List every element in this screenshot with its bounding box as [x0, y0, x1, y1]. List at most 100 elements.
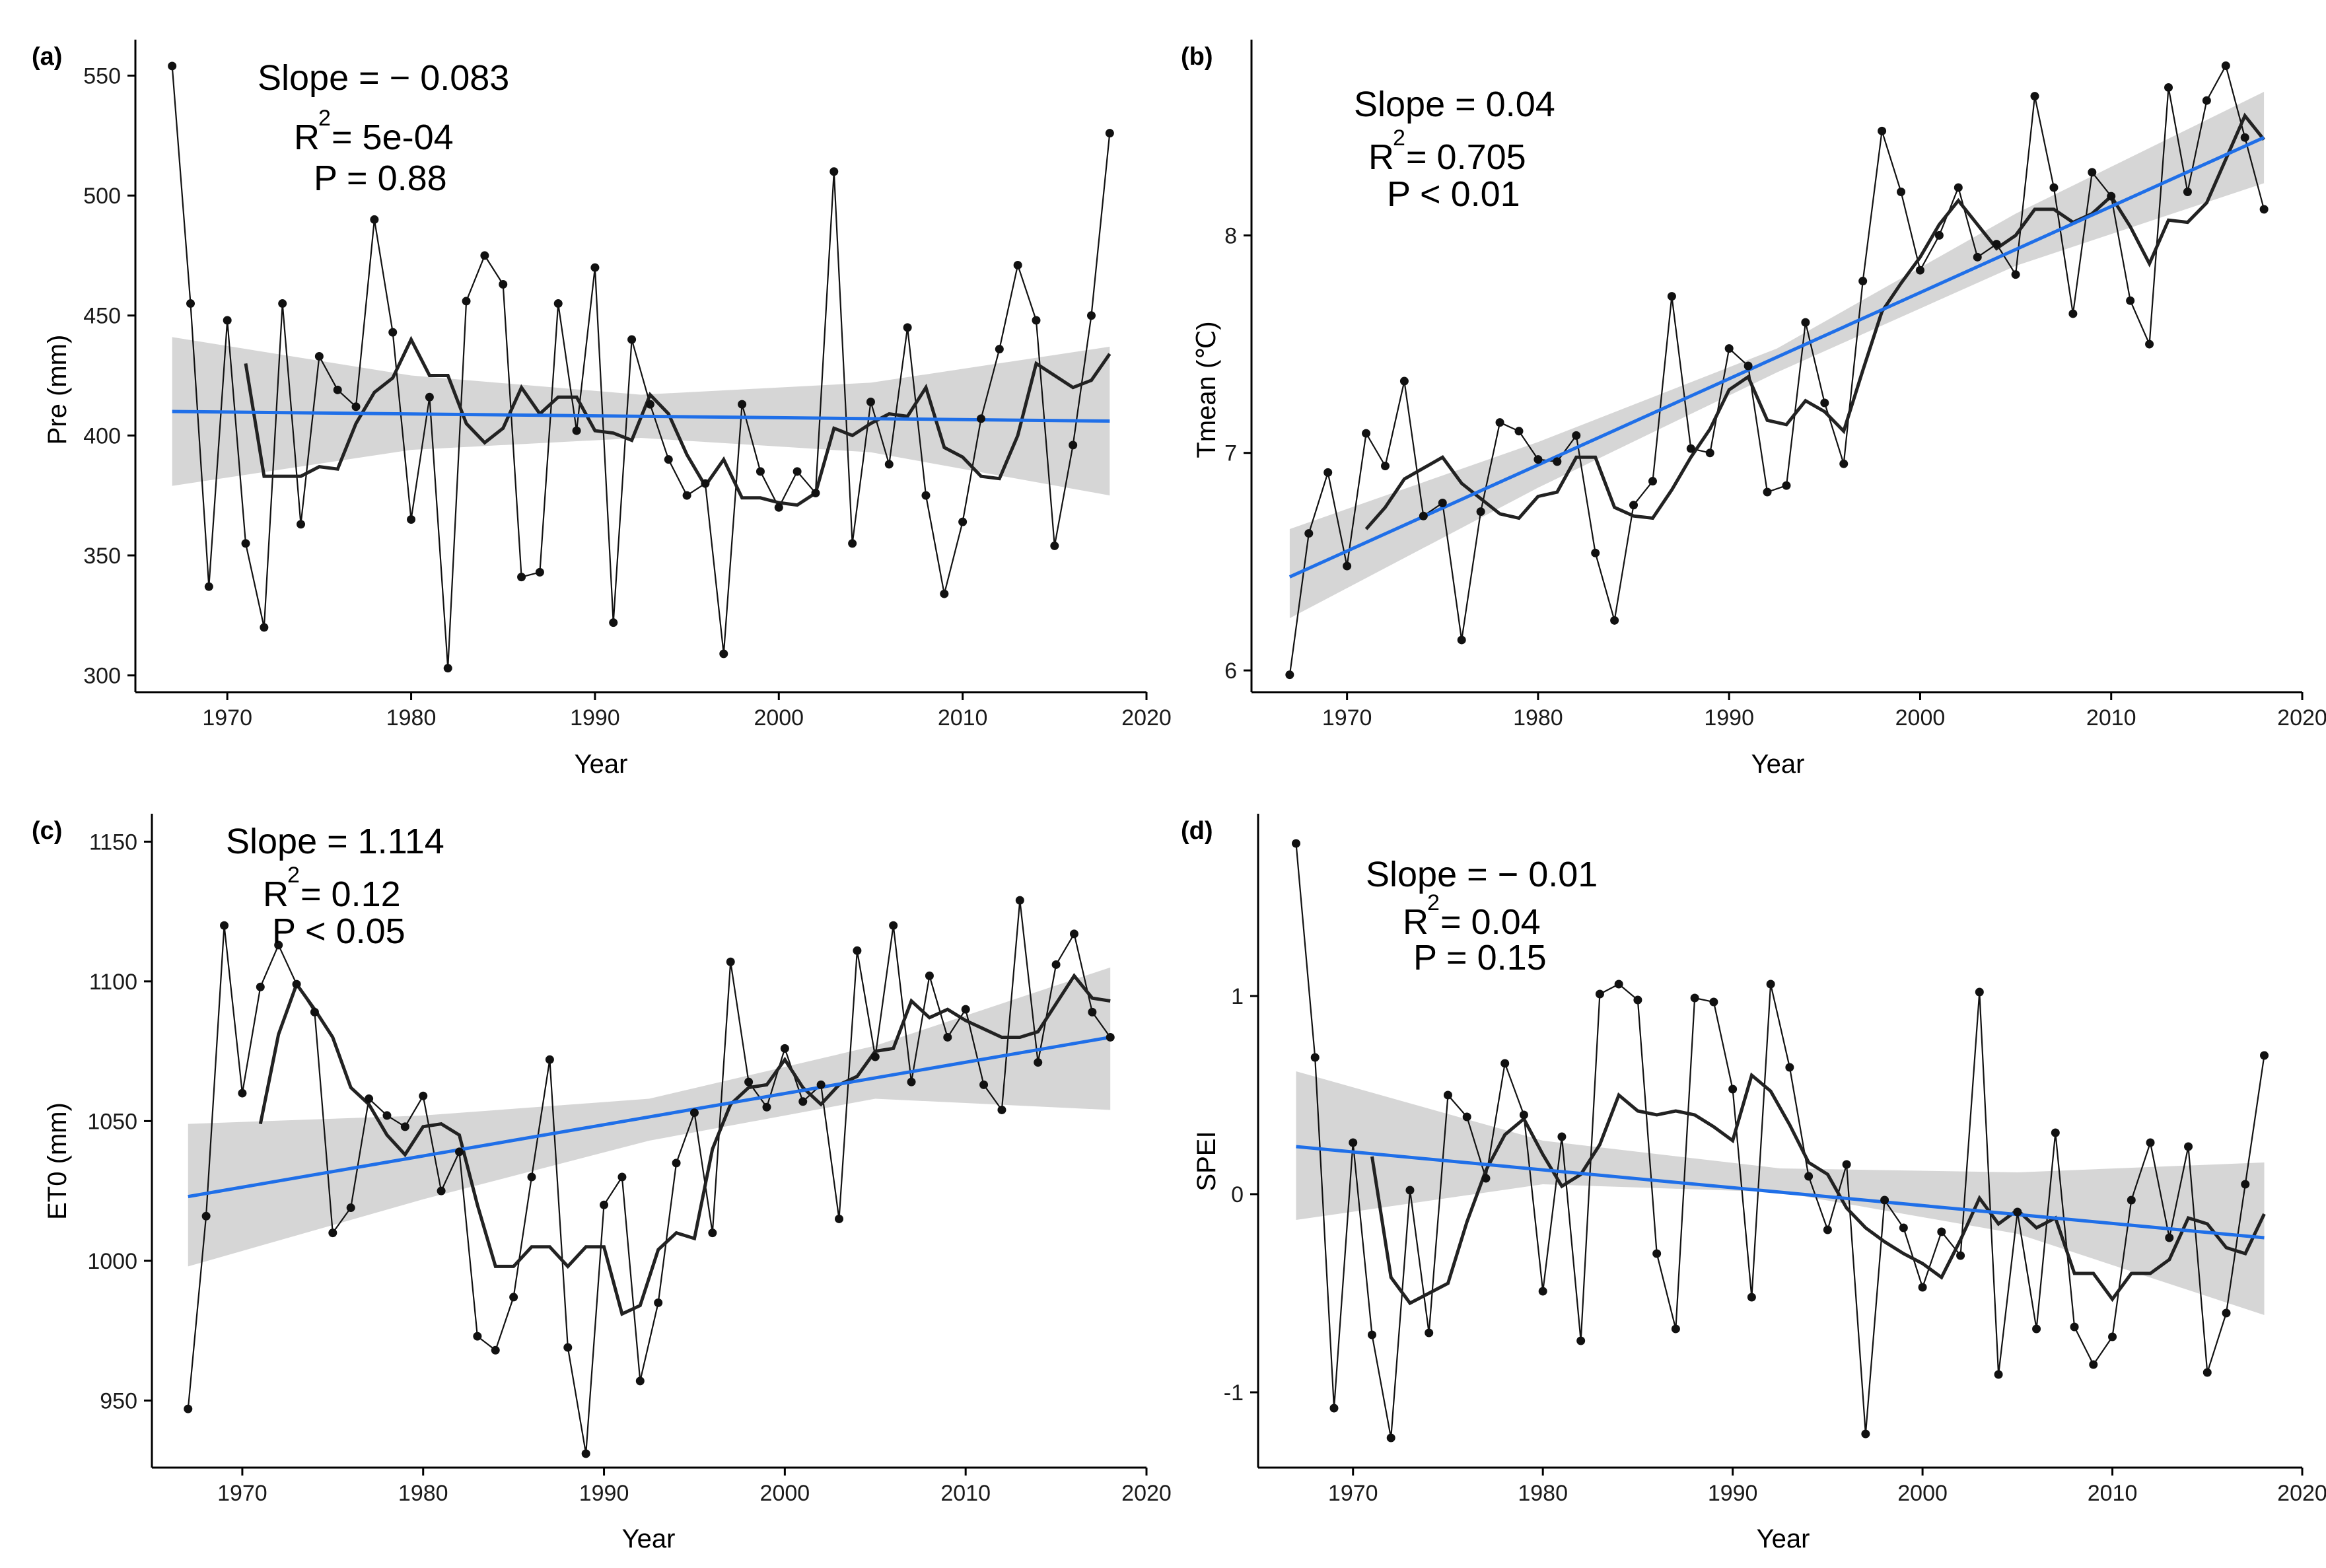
- panel-a-plot: 1970 1980 1990 2000 2010 2020 300 350 400 450 500 5…: [83, 40, 1172, 731]
- panel-c-point: [563, 1343, 573, 1352]
- panel-c-xlabel: Year: [622, 1524, 676, 1553]
- panel-d-x-tick-label: 2010: [2088, 1481, 2138, 1506]
- panel-b-point: [1801, 318, 1810, 327]
- panel-b-point: [2088, 168, 2097, 177]
- panel-a-trend-line: [172, 410, 1110, 423]
- panel-c-point: [201, 1211, 211, 1221]
- panel-a-point: [443, 664, 452, 673]
- panel-d-point: [1519, 1110, 1528, 1120]
- panel-a-p: P = 0.88: [314, 159, 447, 198]
- panel-c-point: [437, 1186, 446, 1195]
- panel-c: (c) 1970 1980 1990 2000 2010 2020950100010501…: [32, 814, 1172, 1553]
- panel-d-point: [2222, 1308, 2231, 1318]
- panel-c-point: [617, 1172, 627, 1182]
- panel-b-point: [1362, 429, 1371, 438]
- panel-b-point: [1476, 507, 1485, 517]
- panel-b-point: [1667, 292, 1676, 301]
- panel-c-p: P < 0.05: [272, 911, 405, 951]
- panel-d-point: [1329, 1404, 1339, 1413]
- panel-d-point: [1652, 1249, 1662, 1258]
- panel-a-point: [168, 61, 177, 71]
- panel-c-point: [419, 1091, 428, 1100]
- panel-d-point: [2260, 1051, 2269, 1060]
- panel-c-point: [328, 1229, 337, 1238]
- panel-c-y-tick-label: 1050: [87, 1109, 137, 1134]
- panel-a-x-tick-label: 2020: [1121, 705, 1172, 731]
- panel-a-x-tick-label: 2000: [754, 705, 804, 731]
- panel-b-point: [1304, 529, 1314, 538]
- panel-a-x-tick-label: 1980: [386, 705, 437, 731]
- panel-a-point: [903, 323, 912, 332]
- panel-d: (d) 1970 1980 1990 2000 2010 2020 -1 0 1 Slope =…: [1181, 814, 2326, 1553]
- panel-b-p: P < 0.01: [1387, 174, 1520, 214]
- panel-d-x-tick-label: 2020: [2277, 1481, 2326, 1506]
- panel-a-point: [719, 649, 728, 659]
- panel-a-x-tick-label: 1990: [570, 705, 620, 731]
- panel-a-point: [958, 517, 968, 526]
- panel-c-point: [1034, 1058, 1043, 1067]
- panel-d-point: [1861, 1429, 1870, 1439]
- panel-c-point: [961, 1005, 970, 1014]
- panel-c-point: [798, 1097, 808, 1106]
- panel-c-point: [943, 1032, 952, 1042]
- panel-a-point: [884, 460, 894, 469]
- panel-a-r2-value: = 5e-04: [332, 118, 454, 157]
- panel-a-point: [1105, 129, 1114, 138]
- panel-a-point: [297, 520, 306, 529]
- panel-c-point: [726, 957, 735, 966]
- panel-c-point: [925, 971, 934, 980]
- panel-d-slope: Slope = − 0.01: [1366, 855, 1598, 894]
- panel-d-point: [2070, 1322, 2079, 1332]
- panel-c-y-tick-label: 1150: [89, 830, 137, 855]
- panel-b-xlabel: Year: [1751, 750, 1805, 779]
- panel-d-point: [1709, 997, 1718, 1007]
- panel-c-point: [997, 1105, 1006, 1114]
- panel-a-series-line: [171, 65, 1111, 668]
- panel-c-point: [780, 1044, 789, 1053]
- panel-a-point: [370, 215, 379, 224]
- panel-b-point: [2145, 339, 2154, 349]
- panel-d-x-tick-label: 1990: [1708, 1481, 1758, 1506]
- panel-c-point: [220, 921, 229, 930]
- panel-d-moving-average-line: [1370, 1072, 2266, 1306]
- panel-a-point: [572, 426, 581, 435]
- panel-b-point: [1934, 231, 1944, 240]
- panel-a-point: [682, 491, 691, 500]
- panel-c-r2-value: = 0.12: [300, 874, 401, 914]
- panel-b-point: [1419, 511, 1428, 520]
- panel-d-r2-value: = 0.04: [1440, 902, 1541, 942]
- panel-c-point: [454, 1147, 464, 1157]
- panel-c-point: [310, 1007, 319, 1016]
- panel-d-point: [1880, 1195, 1889, 1205]
- panel-c-point: [274, 941, 283, 950]
- panel-a-point: [223, 316, 232, 325]
- panel-d-point: [1367, 1330, 1376, 1339]
- panel-c-point: [1088, 1007, 1097, 1016]
- panel-c-point: [672, 1158, 681, 1168]
- panel-a-y-tick-label: 450: [83, 304, 121, 329]
- panel-d-label: (d): [1181, 817, 1213, 845]
- panel-c-point: [835, 1214, 844, 1223]
- panel-b-plot: 1970 1980 1990 2000 2010 2020 6 7 8: [1224, 40, 2326, 731]
- panel-a-y-tick-label: 550: [83, 63, 121, 89]
- panel-d-point: [2146, 1138, 2155, 1147]
- panel-a-moving-average-line: [244, 336, 1111, 507]
- panel-b-point: [1572, 431, 1581, 440]
- panel-b-point: [2164, 83, 2173, 92]
- panel-c-r2-prefix: R: [263, 874, 289, 914]
- panel-a-y-tick-label: 300: [83, 664, 121, 689]
- panel-b-point: [2107, 192, 2116, 201]
- panel-c-moving-average-line: [258, 973, 1111, 1316]
- panel-c-x-tick-label: 2020: [1121, 1481, 1172, 1506]
- panel-d-point: [2241, 1180, 2250, 1189]
- panel-d-y-tick-label: 0: [1231, 1182, 1244, 1207]
- panel-c-point: [635, 1376, 645, 1386]
- panel-a-point: [186, 299, 195, 308]
- panel-b-label: (b): [1181, 43, 1213, 71]
- panel-b-point: [2068, 309, 2078, 318]
- panel-d-point: [1481, 1174, 1491, 1183]
- panel-c-point: [346, 1203, 355, 1213]
- panel-b-x-tick-label: 2020: [2277, 705, 2326, 731]
- panel-b-point: [1763, 487, 1772, 497]
- panel-b-point: [1495, 418, 1504, 427]
